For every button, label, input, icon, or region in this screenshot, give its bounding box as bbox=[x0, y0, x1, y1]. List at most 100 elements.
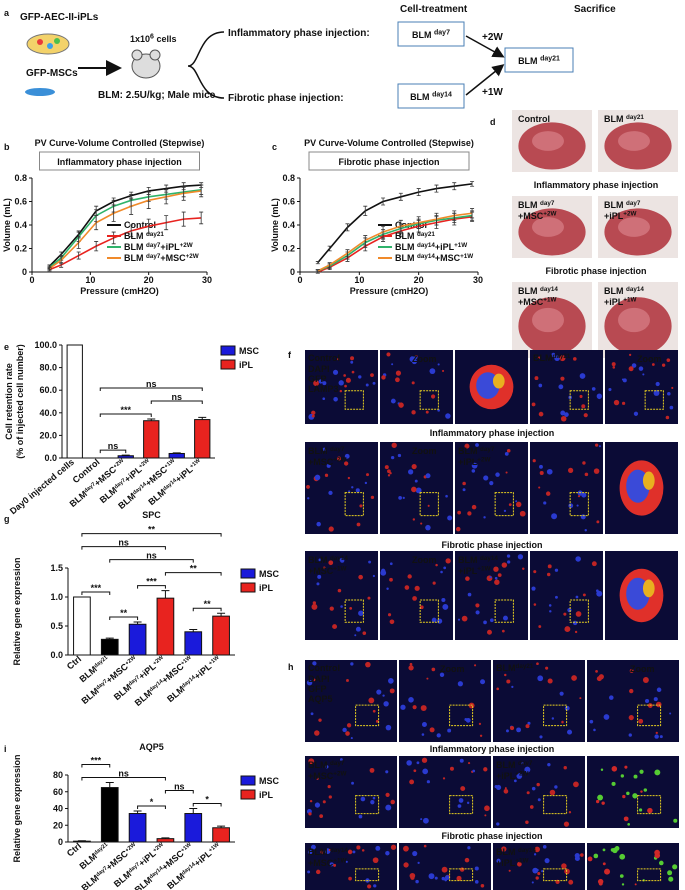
error-bar bbox=[189, 628, 198, 632]
x-tick-label-part: +2W bbox=[152, 654, 165, 667]
cell-dot bbox=[639, 769, 644, 774]
cell-dot bbox=[345, 860, 348, 863]
legend-label-part: +1W bbox=[460, 253, 473, 260]
cell-dot bbox=[486, 575, 493, 582]
cell-dot bbox=[339, 389, 343, 393]
cell-dot bbox=[628, 366, 634, 372]
cell-dot bbox=[404, 585, 410, 590]
cell-dot bbox=[596, 393, 602, 399]
cell-dot bbox=[484, 805, 490, 812]
lung-tissue bbox=[532, 307, 564, 333]
tile-label: +MSC+1W bbox=[518, 297, 556, 307]
cell-dot bbox=[559, 355, 566, 362]
cell-dot bbox=[506, 729, 509, 733]
cell-dot bbox=[504, 451, 509, 456]
column-header: Sacrifice bbox=[574, 4, 616, 15]
significance-bracket bbox=[81, 777, 166, 781]
cell-dot bbox=[445, 413, 451, 419]
dose-part: cells bbox=[154, 34, 177, 44]
cell-dot bbox=[536, 782, 540, 787]
cell-dot bbox=[420, 705, 427, 712]
significance-label: ** bbox=[120, 608, 128, 618]
cell-dot bbox=[563, 612, 567, 616]
cell-dot bbox=[564, 412, 569, 417]
cell-dot bbox=[427, 504, 430, 507]
cell-dot bbox=[333, 397, 338, 402]
cell-dot bbox=[551, 513, 558, 520]
tile-label-part: +2W bbox=[515, 771, 528, 778]
x-tick-label-part: +2W bbox=[124, 654, 137, 667]
cell-dot bbox=[573, 781, 579, 788]
cell-dot bbox=[349, 606, 353, 610]
legend-label-part: BLM bbox=[395, 231, 417, 241]
zoom-label: Zoom bbox=[440, 664, 465, 674]
legend-swatch bbox=[240, 568, 256, 579]
error-bar bbox=[363, 205, 368, 216]
cell-dot bbox=[567, 467, 574, 474]
legend-label-part: BLM bbox=[124, 242, 146, 252]
significance-label: ns bbox=[108, 441, 119, 451]
cell-dot bbox=[666, 358, 671, 362]
cell-dot bbox=[389, 577, 393, 582]
box-label: BLM day7 bbox=[412, 30, 450, 41]
x-tick-label-part: Day0 injected cells bbox=[8, 457, 76, 516]
cell-dot bbox=[352, 850, 356, 854]
cell-dot bbox=[474, 880, 479, 884]
cell-dot bbox=[408, 697, 414, 703]
cell-dot bbox=[538, 411, 544, 417]
panel-letter: d bbox=[490, 117, 496, 127]
x-tick-label: 0 bbox=[297, 275, 302, 285]
y-tick-label: 0 bbox=[290, 267, 295, 277]
cell-dot bbox=[501, 629, 505, 633]
cell-dot bbox=[513, 779, 517, 783]
cell-dot bbox=[656, 687, 662, 693]
zoom-box bbox=[449, 868, 474, 882]
cell-dot bbox=[531, 786, 536, 791]
cell-dot bbox=[441, 876, 446, 881]
y-tick-label: 80.0 bbox=[39, 363, 57, 373]
cell-dot bbox=[372, 381, 376, 385]
legend-label-part: BLM bbox=[124, 253, 146, 263]
zoom-box bbox=[355, 704, 380, 727]
cell-dot bbox=[621, 401, 626, 405]
zoom-box bbox=[449, 704, 474, 727]
error-bar bbox=[164, 215, 169, 231]
cell-dot bbox=[541, 869, 544, 873]
cell-dot bbox=[582, 593, 586, 597]
cell-dot bbox=[432, 581, 436, 585]
zoom-label: Zoom bbox=[412, 555, 437, 565]
error-bar bbox=[217, 825, 226, 828]
cell-dot bbox=[546, 468, 553, 475]
cell-dot bbox=[573, 357, 577, 361]
lung-tissue bbox=[532, 131, 564, 151]
cell-dot bbox=[538, 383, 543, 388]
micrograph bbox=[399, 756, 491, 828]
tile-label-part: BLM bbox=[518, 286, 540, 296]
cell-dot bbox=[311, 410, 316, 415]
micrograph bbox=[587, 756, 679, 828]
cell-dot bbox=[480, 883, 485, 888]
legend-label-part: BLM bbox=[124, 231, 146, 241]
panel-letter: h bbox=[288, 662, 294, 672]
tile-label-part: +1W bbox=[333, 566, 346, 573]
cell-dot bbox=[609, 695, 614, 700]
cell-dot bbox=[400, 704, 406, 710]
cell-dot bbox=[370, 373, 374, 377]
cell-dot bbox=[351, 486, 354, 489]
cell-dot bbox=[539, 735, 543, 739]
cell-dot bbox=[517, 554, 524, 560]
cell-dot bbox=[629, 668, 634, 673]
cell-dot bbox=[367, 884, 372, 889]
cell-dot bbox=[629, 688, 634, 694]
legend-label: Control bbox=[395, 220, 427, 230]
tile-label-part: day21 bbox=[553, 353, 571, 360]
legend-swatch bbox=[240, 789, 256, 800]
tile-label-part: BLM bbox=[496, 663, 516, 673]
panel-letter: c bbox=[272, 142, 277, 152]
cell-dot bbox=[434, 876, 438, 880]
bar bbox=[156, 597, 175, 656]
cell-dot bbox=[554, 355, 560, 362]
cell-dot bbox=[506, 679, 511, 684]
cell-dot bbox=[584, 529, 587, 532]
cell-dot bbox=[411, 358, 418, 365]
